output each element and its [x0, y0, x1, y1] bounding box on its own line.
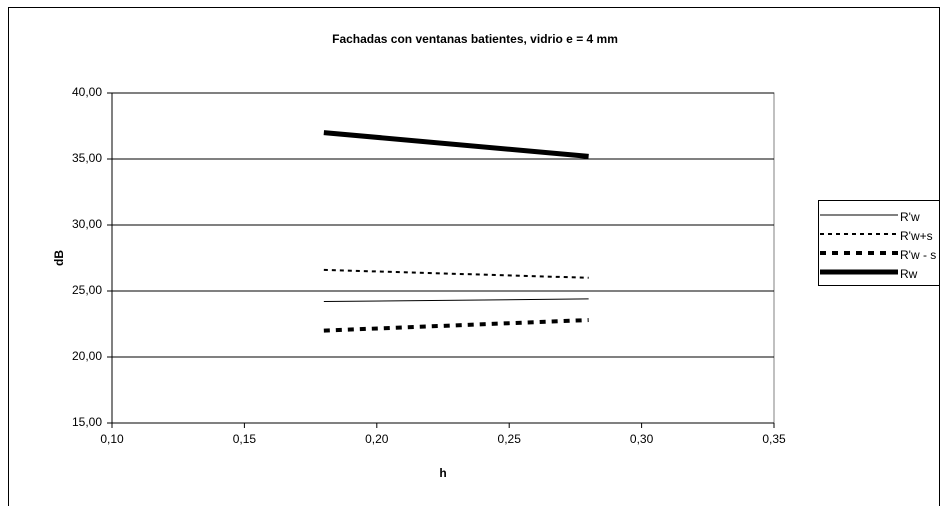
y-axis-title: dB: [52, 250, 66, 266]
legend-label: R'w: [900, 210, 920, 224]
x-axis-title: h: [439, 466, 446, 480]
x-tick-label: 0,35: [762, 432, 786, 446]
legend-label: Rw: [900, 267, 918, 281]
chart-border: [8, 7, 940, 506]
y-tick-label: 20,00: [72, 349, 102, 363]
y-tick-label: 35,00: [72, 151, 102, 165]
y-tick-label: 30,00: [72, 217, 102, 231]
x-tick-label: 0,30: [630, 432, 654, 446]
series-line: [323, 318, 589, 333]
x-tick-label: 0,10: [100, 432, 124, 446]
chart-title: Fachadas con ventanas batientes, vidrio …: [332, 32, 618, 46]
y-tick-label: 15,00: [72, 415, 102, 429]
series-line: [323, 298, 589, 303]
legend-label: R'w - s: [900, 248, 936, 262]
legend-label: R'w+s: [900, 229, 933, 243]
x-tick-label: 0,20: [365, 432, 389, 446]
y-tick-label: 40,00: [72, 85, 102, 99]
series-line: [323, 130, 589, 159]
y-tick-label: 25,00: [72, 283, 102, 297]
x-tick-label: 0,15: [233, 432, 257, 446]
x-tick-label: 0,25: [498, 432, 522, 446]
